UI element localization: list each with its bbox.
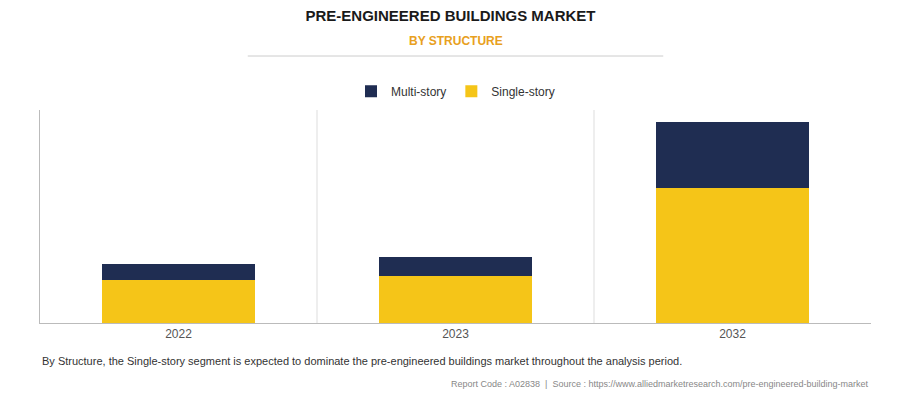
svg-text:Report Code : A02838 | Sourc: Report Code : A02838 | Source : https://…	[451, 379, 869, 389]
svg-text:Multi-story: Multi-story	[391, 85, 446, 99]
svg-text:2032: 2032	[719, 327, 746, 341]
svg-text:2023: 2023	[442, 327, 469, 341]
svg-text:By Structure, the Single-story: By Structure, the Single-story segment i…	[42, 355, 682, 367]
svg-text:PRE-ENGINEERED BUILDINGS MARKE: PRE-ENGINEERED BUILDINGS MARKET	[305, 7, 595, 24]
svg-text:BY STRUCTURE: BY STRUCTURE	[409, 34, 503, 48]
svg-text:2022: 2022	[165, 327, 192, 341]
svg-text:Single-story: Single-story	[491, 85, 554, 99]
